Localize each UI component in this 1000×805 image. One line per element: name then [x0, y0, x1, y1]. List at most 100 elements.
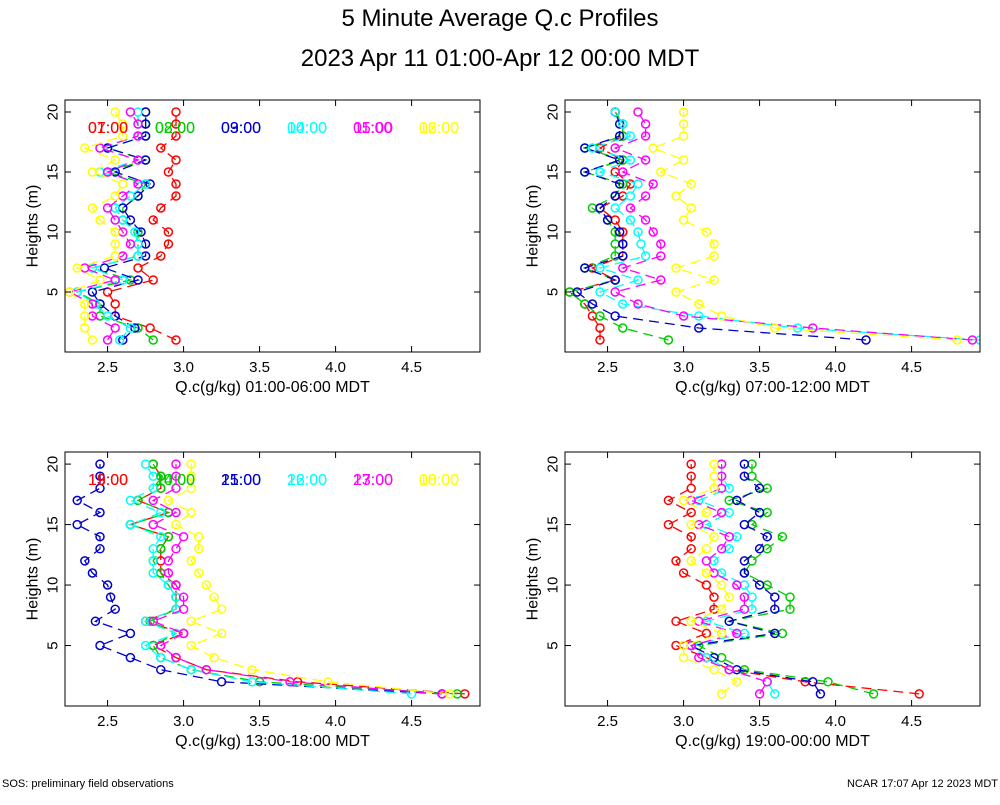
data-point-05:00-h11 [110, 215, 120, 225]
x-tick-label: 2.5 [597, 359, 618, 376]
data-point-20:00-h8 [785, 604, 795, 614]
plot-frame [64, 451, 481, 707]
x-axis-label: Q.c(g/kg) 01:00-06:00 MDT [175, 379, 370, 396]
y-tick-label: 20 [545, 456, 562, 473]
data-point-18:00-h8 [216, 604, 227, 614]
x-tick-label: 4.0 [325, 713, 346, 730]
data-point-11:00-h3 [678, 311, 689, 321]
data-point-16:00-h2 [247, 677, 257, 687]
data-point-00:00-h6 [716, 628, 727, 639]
data-point-00:00-h19 [709, 471, 719, 481]
legend-22:00: 22:00 [287, 472, 327, 489]
legend-10:00: 10:00 [287, 120, 327, 137]
data-point-05:00-h20 [125, 107, 136, 117]
data-point-00:00-h7 [686, 616, 696, 627]
data-point-09:00-h9 [618, 239, 628, 249]
data-point-00:00-h3 [709, 664, 719, 675]
data-point-11:00-h10 [648, 227, 658, 237]
data-point-10:00-h11 [625, 215, 636, 225]
data-point-11:00-h14 [648, 179, 658, 189]
legend-03:00: 03:00 [221, 120, 261, 137]
data-point-05:00-h15 [102, 167, 113, 177]
data-point-17:00-h4 [171, 652, 181, 663]
data-point-18:00-h6 [216, 628, 227, 639]
data-point-19:00-h12 [671, 556, 681, 566]
data-point-12:00-h4 [694, 299, 704, 309]
legend-14:00: 14:00 [155, 472, 195, 489]
data-point-20:00-h1 [868, 689, 879, 699]
data-point-09:00-h7 [580, 263, 590, 273]
x-tick-label: 4.5 [401, 359, 422, 376]
x-tick-label: 4.0 [825, 713, 846, 730]
data-point-20:00-h14 [777, 531, 788, 542]
data-point-10:00-h19 [618, 119, 628, 129]
data-point-17:00-h6 [178, 628, 189, 639]
data-point-00:00-h10 [716, 580, 727, 590]
data-point-00:00-h12 [686, 556, 696, 566]
data-point-04:00-h10 [130, 227, 140, 237]
data-point-01:00-h13 [171, 191, 181, 201]
y-tick-label: 20 [545, 104, 562, 121]
data-point-19:00-h20 [686, 459, 696, 469]
data-point-17:00-h18 [171, 483, 181, 494]
data-point-16:00-h13 [148, 544, 158, 554]
data-point-17:00-h11 [163, 568, 174, 578]
figure-title: 5 Minute Average Q.c Profiles [341, 5, 658, 32]
data-point-00:00-h14 [709, 531, 719, 542]
y-tick-label: 15 [45, 164, 62, 181]
legend-23:00: 23:00 [353, 472, 393, 489]
data-point-11:00-h2 [808, 323, 818, 333]
data-point-17:00-h20 [171, 459, 181, 469]
data-point-00:00-h5 [678, 640, 689, 651]
chart-panel-4: 19:00 20:00 21:00 22:00 23:00 00:00 2.5 3.0 3.5 4… [88, 451, 981, 750]
data-point-10:00-h2 [792, 323, 803, 333]
data-point-12:00-h10 [701, 227, 712, 237]
data-point-11:00-h9 [656, 239, 666, 249]
figure-subtitle: 2023 Apr 11 01:00-Apr 12 00:00 MDT [301, 45, 700, 72]
data-point-11:00-h5 [610, 287, 620, 297]
data-point-06:00-h7 [72, 263, 82, 273]
data-point-21:00-h1 [815, 689, 826, 699]
y-tick-label: 20 [45, 456, 62, 473]
data-point-17:00-h5 [156, 640, 166, 651]
data-point-10:00-h12 [610, 203, 620, 213]
data-point-23:00-h16 [716, 507, 727, 518]
data-point-01:00-h6 [148, 275, 158, 285]
data-point-12:00-h5 [671, 287, 681, 297]
data-point-12:00-h15 [656, 167, 666, 177]
legend-05:00: 05:00 [353, 120, 393, 137]
y-axis-label: Heights (m) [525, 185, 542, 268]
x-tick-label: 3.0 [173, 359, 194, 376]
data-point-11:00-h18 [640, 131, 651, 141]
data-point-06:00-h17 [80, 143, 90, 153]
data-point-18:00-h3 [247, 664, 257, 675]
data-point-01:00-h8 [156, 251, 166, 261]
plot-area [72, 459, 470, 699]
data-point-18:00-h10 [201, 580, 212, 590]
y-tick-label: 10 [45, 224, 62, 241]
legend-19:00: 19:00 [88, 472, 128, 489]
data-point-19:00-h14 [686, 531, 696, 542]
data-point-12:00-h18 [678, 131, 689, 141]
data-point-10:00-h5 [595, 287, 605, 297]
data-point-23:00-h1 [754, 689, 765, 699]
data-point-17:00-h9 [178, 592, 189, 602]
data-point-04:00-h8 [133, 251, 143, 261]
y-tick-label: 5 [45, 288, 62, 296]
data-point-19:00-h9 [709, 592, 719, 602]
data-point-09:00-h3 [610, 311, 620, 321]
x-tick-label: 2.5 [97, 713, 118, 730]
data-point-01:00-h1 [171, 335, 181, 345]
data-point-18:00-h11 [194, 568, 204, 578]
data-point-06:00-h3 [80, 311, 90, 321]
data-point-06:00-h13 [110, 191, 120, 201]
data-point-23:00-h10 [732, 580, 742, 590]
data-point-16:00-h17 [125, 495, 136, 506]
data-point-01:00-h18 [171, 131, 181, 141]
data-point-04:00-h3 [102, 311, 113, 321]
data-point-15:00-h9 [105, 592, 116, 602]
series-line-00:00 [682, 464, 738, 695]
plot-frame [564, 99, 981, 353]
data-point-08:00-h2 [618, 323, 628, 333]
data-point-17:00-h14 [178, 531, 189, 542]
